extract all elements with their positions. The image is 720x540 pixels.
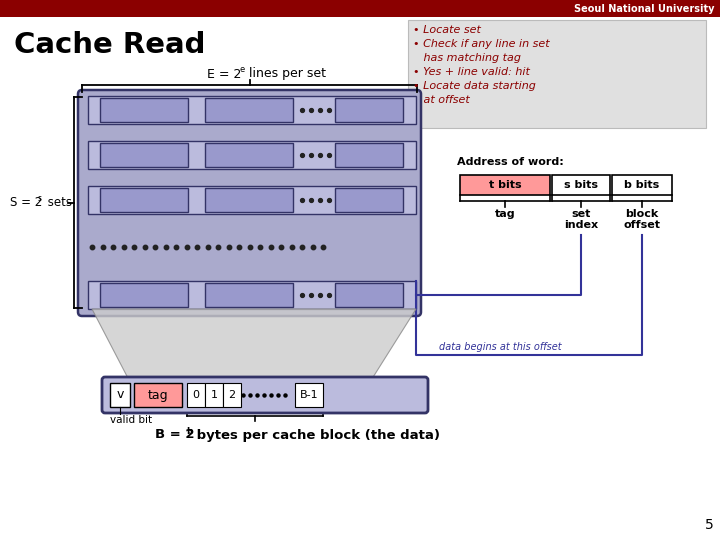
- Bar: [100, 188, 188, 212]
- FancyBboxPatch shape: [102, 377, 428, 413]
- Text: s bits: s bits: [564, 180, 598, 190]
- Bar: [295, 383, 323, 407]
- Text: B-1: B-1: [300, 390, 318, 400]
- Text: valid bit: valid bit: [110, 415, 152, 425]
- Text: v: v: [117, 388, 124, 402]
- Text: 5: 5: [706, 518, 714, 532]
- Text: index: index: [564, 220, 598, 230]
- Polygon shape: [92, 309, 416, 382]
- Bar: [100, 283, 188, 307]
- Bar: [205, 283, 293, 307]
- Bar: [88, 281, 416, 309]
- Text: • Locate set
• Check if any line in set
   has matching tag
• Yes + line valid: : • Locate set • Check if any line in set …: [413, 25, 549, 105]
- Text: lines per set: lines per set: [245, 68, 326, 80]
- Bar: [205, 188, 293, 212]
- Text: 1: 1: [210, 390, 217, 400]
- Text: block: block: [626, 209, 659, 219]
- Text: sets: sets: [44, 196, 72, 209]
- Bar: [100, 98, 188, 122]
- Bar: [408, 20, 706, 128]
- Bar: [205, 143, 293, 167]
- Bar: [110, 383, 130, 407]
- Text: b: b: [186, 427, 192, 435]
- Text: e: e: [240, 65, 246, 75]
- Text: t bits: t bits: [489, 180, 521, 190]
- Bar: [0, 0, 720, 17]
- Bar: [88, 141, 416, 169]
- Text: Seoul National University: Seoul National University: [574, 4, 714, 14]
- Bar: [205, 383, 223, 407]
- Text: Address of word:: Address of word:: [457, 157, 564, 167]
- Bar: [205, 98, 293, 122]
- Text: S = 2: S = 2: [10, 196, 42, 209]
- Text: bytes per cache block (the data): bytes per cache block (the data): [192, 429, 440, 442]
- Text: s: s: [38, 194, 42, 203]
- FancyBboxPatch shape: [78, 90, 421, 316]
- Bar: [460, 175, 550, 195]
- Bar: [335, 98, 403, 122]
- Bar: [612, 175, 672, 195]
- Bar: [552, 175, 610, 195]
- Bar: [134, 383, 182, 407]
- Text: tag: tag: [495, 209, 516, 219]
- Text: B = 2: B = 2: [155, 429, 194, 442]
- Text: E = 2: E = 2: [207, 68, 241, 80]
- Text: 2: 2: [228, 390, 235, 400]
- Text: 0: 0: [192, 390, 199, 400]
- Bar: [88, 186, 416, 214]
- Text: Cache Read: Cache Read: [14, 31, 205, 59]
- Text: data begins at this offset: data begins at this offset: [438, 342, 562, 352]
- Bar: [100, 143, 188, 167]
- Bar: [335, 283, 403, 307]
- Text: set: set: [571, 209, 590, 219]
- Text: offset: offset: [624, 220, 660, 230]
- Bar: [223, 383, 241, 407]
- Bar: [187, 383, 205, 407]
- Bar: [335, 188, 403, 212]
- Bar: [335, 143, 403, 167]
- Text: tag: tag: [148, 388, 168, 402]
- Bar: [88, 96, 416, 124]
- Text: b bits: b bits: [624, 180, 660, 190]
